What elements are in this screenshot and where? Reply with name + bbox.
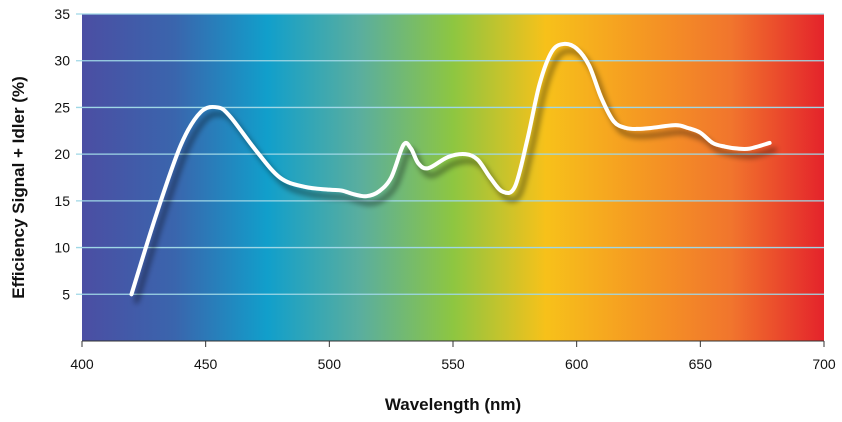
x-tick-label: 550 (441, 356, 465, 372)
x-axis-title: Wavelength (nm) (385, 395, 521, 414)
x-tick-label: 700 (812, 356, 836, 372)
x-tick-label: 450 (194, 356, 218, 372)
y-tick-label: 20 (54, 146, 70, 162)
x-tick-label: 500 (318, 356, 342, 372)
y-tick-label: 25 (54, 99, 70, 115)
series-line-0 (129, 41, 772, 297)
spectrum-background (82, 14, 824, 341)
x-tick-label: 650 (689, 356, 713, 372)
y-tick-label: 10 (54, 240, 70, 256)
y-tick-label: 5 (62, 286, 70, 302)
y-axis-title: Efficiency Signal + Idler (%) (9, 76, 28, 298)
x-tick-label: 600 (565, 356, 589, 372)
series-layer (129, 41, 772, 297)
y-tick-label: 15 (54, 193, 70, 209)
axes: 5 10 15 20 25 30 35 400 450 500 550 600 650 700 (54, 6, 835, 372)
x-tick-label: 400 (70, 356, 94, 372)
gridlines (76, 13, 824, 295)
y-tick-label: 35 (54, 6, 70, 22)
y-tick-label: 30 (54, 53, 70, 69)
